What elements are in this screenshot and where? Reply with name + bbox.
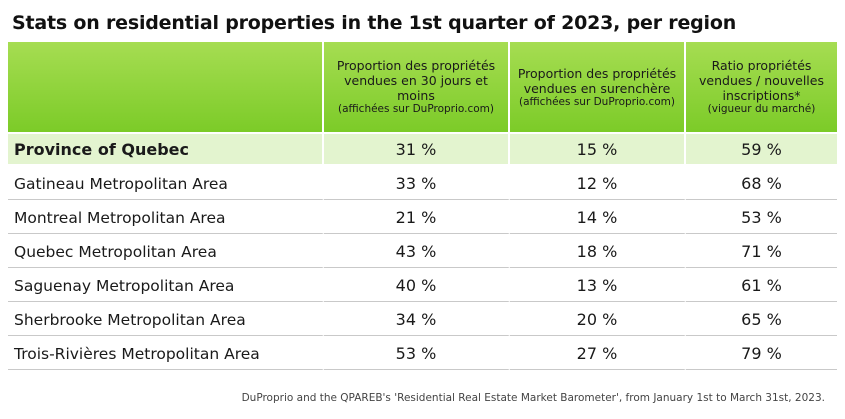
source-footnote: DuProprio and the QPAREB's 'Residential …	[241, 392, 825, 404]
header-overbid-main: Proportion des propriétés vendues en sur…	[517, 65, 677, 96]
table-header-row: Proportion des propriétés vendues en 30 …	[8, 42, 837, 132]
region-name: Saguenay Metropolitan Area	[8, 268, 324, 302]
overbid-value: 13 %	[510, 268, 686, 302]
header-overbid-sub: (affichées sur DuProprio.com)	[518, 95, 675, 108]
header-sold-30-days: Proportion des propriétés vendues en 30 …	[324, 42, 510, 132]
table-row-province: Province of Quebec 31 % 15 % 59 %	[8, 132, 837, 166]
region-name: Gatineau Metropolitan Area	[8, 166, 324, 200]
ratio-value: 68 %	[686, 166, 837, 200]
table-row: Saguenay Metropolitan Area 40 % 13 % 61 …	[8, 268, 837, 302]
header-ratio-main: Ratio propriétés vendues / nouvelles ins…	[699, 58, 824, 103]
overbid-value: 12 %	[510, 166, 686, 200]
sold-30-days-value: 43 %	[324, 234, 510, 268]
overbid-value: 15 %	[510, 132, 686, 166]
ratio-value: 79 %	[686, 336, 837, 370]
ratio-value: 71 %	[686, 234, 837, 268]
header-overbid: Proportion des propriétés vendues en sur…	[510, 42, 686, 132]
table-row: Sherbrooke Metropolitan Area 34 % 20 % 6…	[8, 302, 837, 336]
overbid-value: 18 %	[510, 234, 686, 268]
table-row: Montreal Metropolitan Area 21 % 14 % 53 …	[8, 200, 837, 234]
overbid-value: 20 %	[510, 302, 686, 336]
header-sold-30-days-sub: (affichées sur DuProprio.com)	[337, 103, 494, 115]
sold-30-days-value: 21 %	[324, 200, 510, 234]
sold-30-days-value: 34 %	[324, 302, 510, 336]
ratio-value: 61 %	[686, 268, 837, 302]
sold-30-days-value: 31 %	[324, 132, 510, 166]
overbid-value: 27 %	[510, 336, 686, 370]
sold-30-days-value: 40 %	[324, 268, 510, 302]
table-row: Trois-Rivières Metropolitan Area 53 % 27…	[8, 336, 837, 370]
header-ratio-sub: (vigueur du marché)	[707, 103, 816, 115]
region-name: Montreal Metropolitan Area	[8, 200, 324, 234]
page-title: Stats on residential properties in the 1…	[12, 12, 737, 34]
region-name: Quebec Metropolitan Area	[8, 234, 324, 268]
header-region	[8, 42, 324, 132]
overbid-value: 14 %	[510, 200, 686, 234]
header-sold-30-days-main: Proportion des propriétés vendues en 30 …	[336, 58, 496, 103]
table-row: Quebec Metropolitan Area 43 % 18 % 71 %	[8, 234, 837, 268]
region-name: Sherbrooke Metropolitan Area	[8, 302, 324, 336]
region-name: Trois-Rivières Metropolitan Area	[8, 336, 324, 370]
header-ratio: Ratio propriétés vendues / nouvelles ins…	[686, 42, 837, 132]
sold-30-days-value: 53 %	[324, 336, 510, 370]
region-name: Province of Quebec	[8, 132, 324, 166]
table-row: Gatineau Metropolitan Area 33 % 12 % 68 …	[8, 166, 837, 200]
ratio-value: 59 %	[686, 132, 837, 166]
ratio-value: 65 %	[686, 302, 837, 336]
sold-30-days-value: 33 %	[324, 166, 510, 200]
stats-table: Proportion des propriétés vendues en 30 …	[8, 42, 837, 370]
ratio-value: 53 %	[686, 200, 837, 234]
